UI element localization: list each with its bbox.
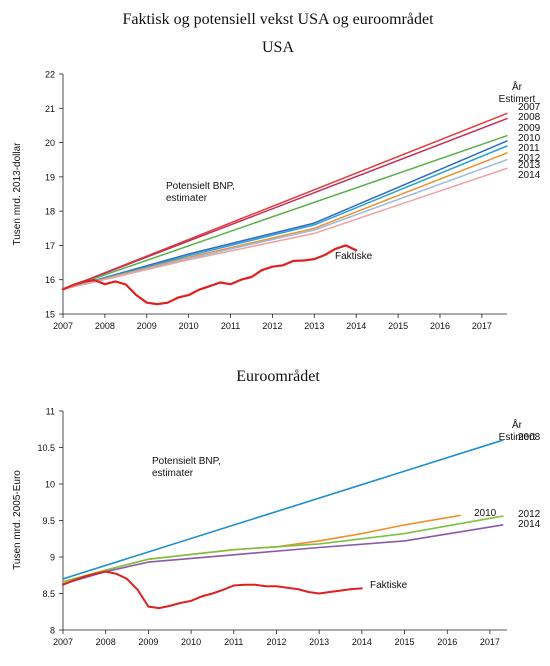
x-tick-label: 2007 — [53, 321, 73, 331]
series-label: 2014 — [518, 170, 541, 181]
x-tick-label: 2013 — [304, 321, 324, 331]
x-tick-label: 2008 — [95, 321, 115, 331]
usa-chart: USA Tusen mrd. 2013-dollar 15 16 17 18 19 20 21 2… — [12, 39, 541, 331]
annotation-line: Potensielt BNP, — [152, 456, 221, 467]
y-tick-label: 10 — [45, 480, 55, 490]
series-line-2008 — [62, 439, 504, 580]
y-tick-label: 17 — [45, 241, 55, 251]
series-line-2014 — [62, 167, 508, 291]
y-tick-label: 18 — [45, 207, 55, 217]
series-label: 2013 — [518, 160, 541, 171]
x-tick-label: 2015 — [395, 637, 415, 647]
x-tick-label: 2011 — [221, 321, 240, 331]
y-tick-label: 15 — [45, 310, 55, 320]
x-tick-label: 2013 — [309, 637, 329, 647]
series-label: 2008 — [518, 432, 541, 443]
x-tick-label: 2011 — [224, 637, 243, 647]
series-label: 2008 — [518, 112, 541, 123]
annotation-line: estimater — [166, 193, 208, 204]
y-tick-label: 10.5 — [37, 443, 55, 453]
series-label: Faktiske — [370, 580, 408, 591]
legend-header-estimated: Estimert — [499, 94, 536, 105]
figure-title: Faktisk og potensiell vekst USA og euroo… — [122, 11, 434, 28]
annotation-line: estimater — [152, 468, 194, 479]
series-line-2007 — [62, 112, 508, 291]
series-line-faktiske — [61, 244, 358, 306]
series-label: 2007 — [518, 102, 541, 113]
y-axis-label: Tusen mrd. 2013-dollar — [12, 142, 23, 246]
x-tick-label: 2010 — [179, 321, 199, 331]
x-tick-label: 2016 — [437, 637, 457, 647]
x-tick-label: 2007 — [53, 637, 73, 647]
series-line-2014 — [62, 524, 504, 585]
legend-header-estimated: Estimert — [499, 432, 536, 443]
x-tick-label: 2017 — [472, 321, 492, 331]
x-tick-label: 2016 — [430, 321, 450, 331]
legend-header-year: År — [512, 80, 523, 93]
x-tick-label: 2009 — [138, 637, 158, 647]
x-tick-label: 2008 — [96, 637, 116, 647]
series-label: 2010 — [518, 133, 541, 144]
euro-chart: Euroområdet Tusen mrd. 2005-Euro 8 8.5 9 9.5 1… — [12, 368, 541, 647]
y-tick-label: 16 — [45, 275, 55, 285]
x-tick-label: 2015 — [388, 321, 408, 331]
series-line-faktiske — [62, 570, 363, 610]
series-label: 2011 — [518, 143, 540, 154]
series-label: Faktiske — [335, 251, 373, 262]
x-tick-label: 2014 — [352, 637, 372, 647]
panel-title: USA — [262, 39, 294, 56]
x-tick-label: 2017 — [480, 637, 500, 647]
y-tick-label: 11 — [46, 407, 55, 417]
series-line-2011 — [62, 145, 508, 291]
x-tick-label: 2010 — [181, 637, 201, 647]
series-line-2012 — [62, 515, 504, 583]
series-label: 2012 — [518, 153, 541, 164]
y-axis-label: Tusen mrd. 2005-Euro — [12, 470, 23, 570]
series-line-2010 — [62, 140, 508, 291]
series-label: 2014 — [518, 519, 541, 530]
x-tick-label: 2012 — [266, 637, 286, 647]
y-tick-label: 9 — [50, 553, 55, 563]
y-tick-label: 22 — [45, 70, 55, 80]
y-tick-label: 8 — [50, 626, 55, 636]
x-tick-label: 2014 — [346, 321, 366, 331]
y-tick-label: 9.5 — [42, 516, 55, 526]
annotation-line: Potensielt BNP, — [166, 181, 235, 192]
y-tick-label: 20 — [45, 138, 55, 148]
panel-title: Euroområdet — [236, 368, 320, 385]
series-line-2009 — [62, 134, 508, 291]
series-line-2008 — [62, 117, 508, 291]
y-tick-label: 21 — [45, 104, 55, 114]
y-tick-label: 19 — [45, 172, 55, 182]
y-tick-label: 8.5 — [42, 589, 55, 599]
series-label: 2010 — [474, 508, 497, 519]
legend-header-year: År — [512, 418, 523, 431]
x-tick-label: 2009 — [137, 321, 157, 331]
series-label: 2012 — [518, 509, 541, 520]
x-tick-label: 2012 — [262, 321, 282, 331]
series-label: 2009 — [518, 123, 541, 134]
